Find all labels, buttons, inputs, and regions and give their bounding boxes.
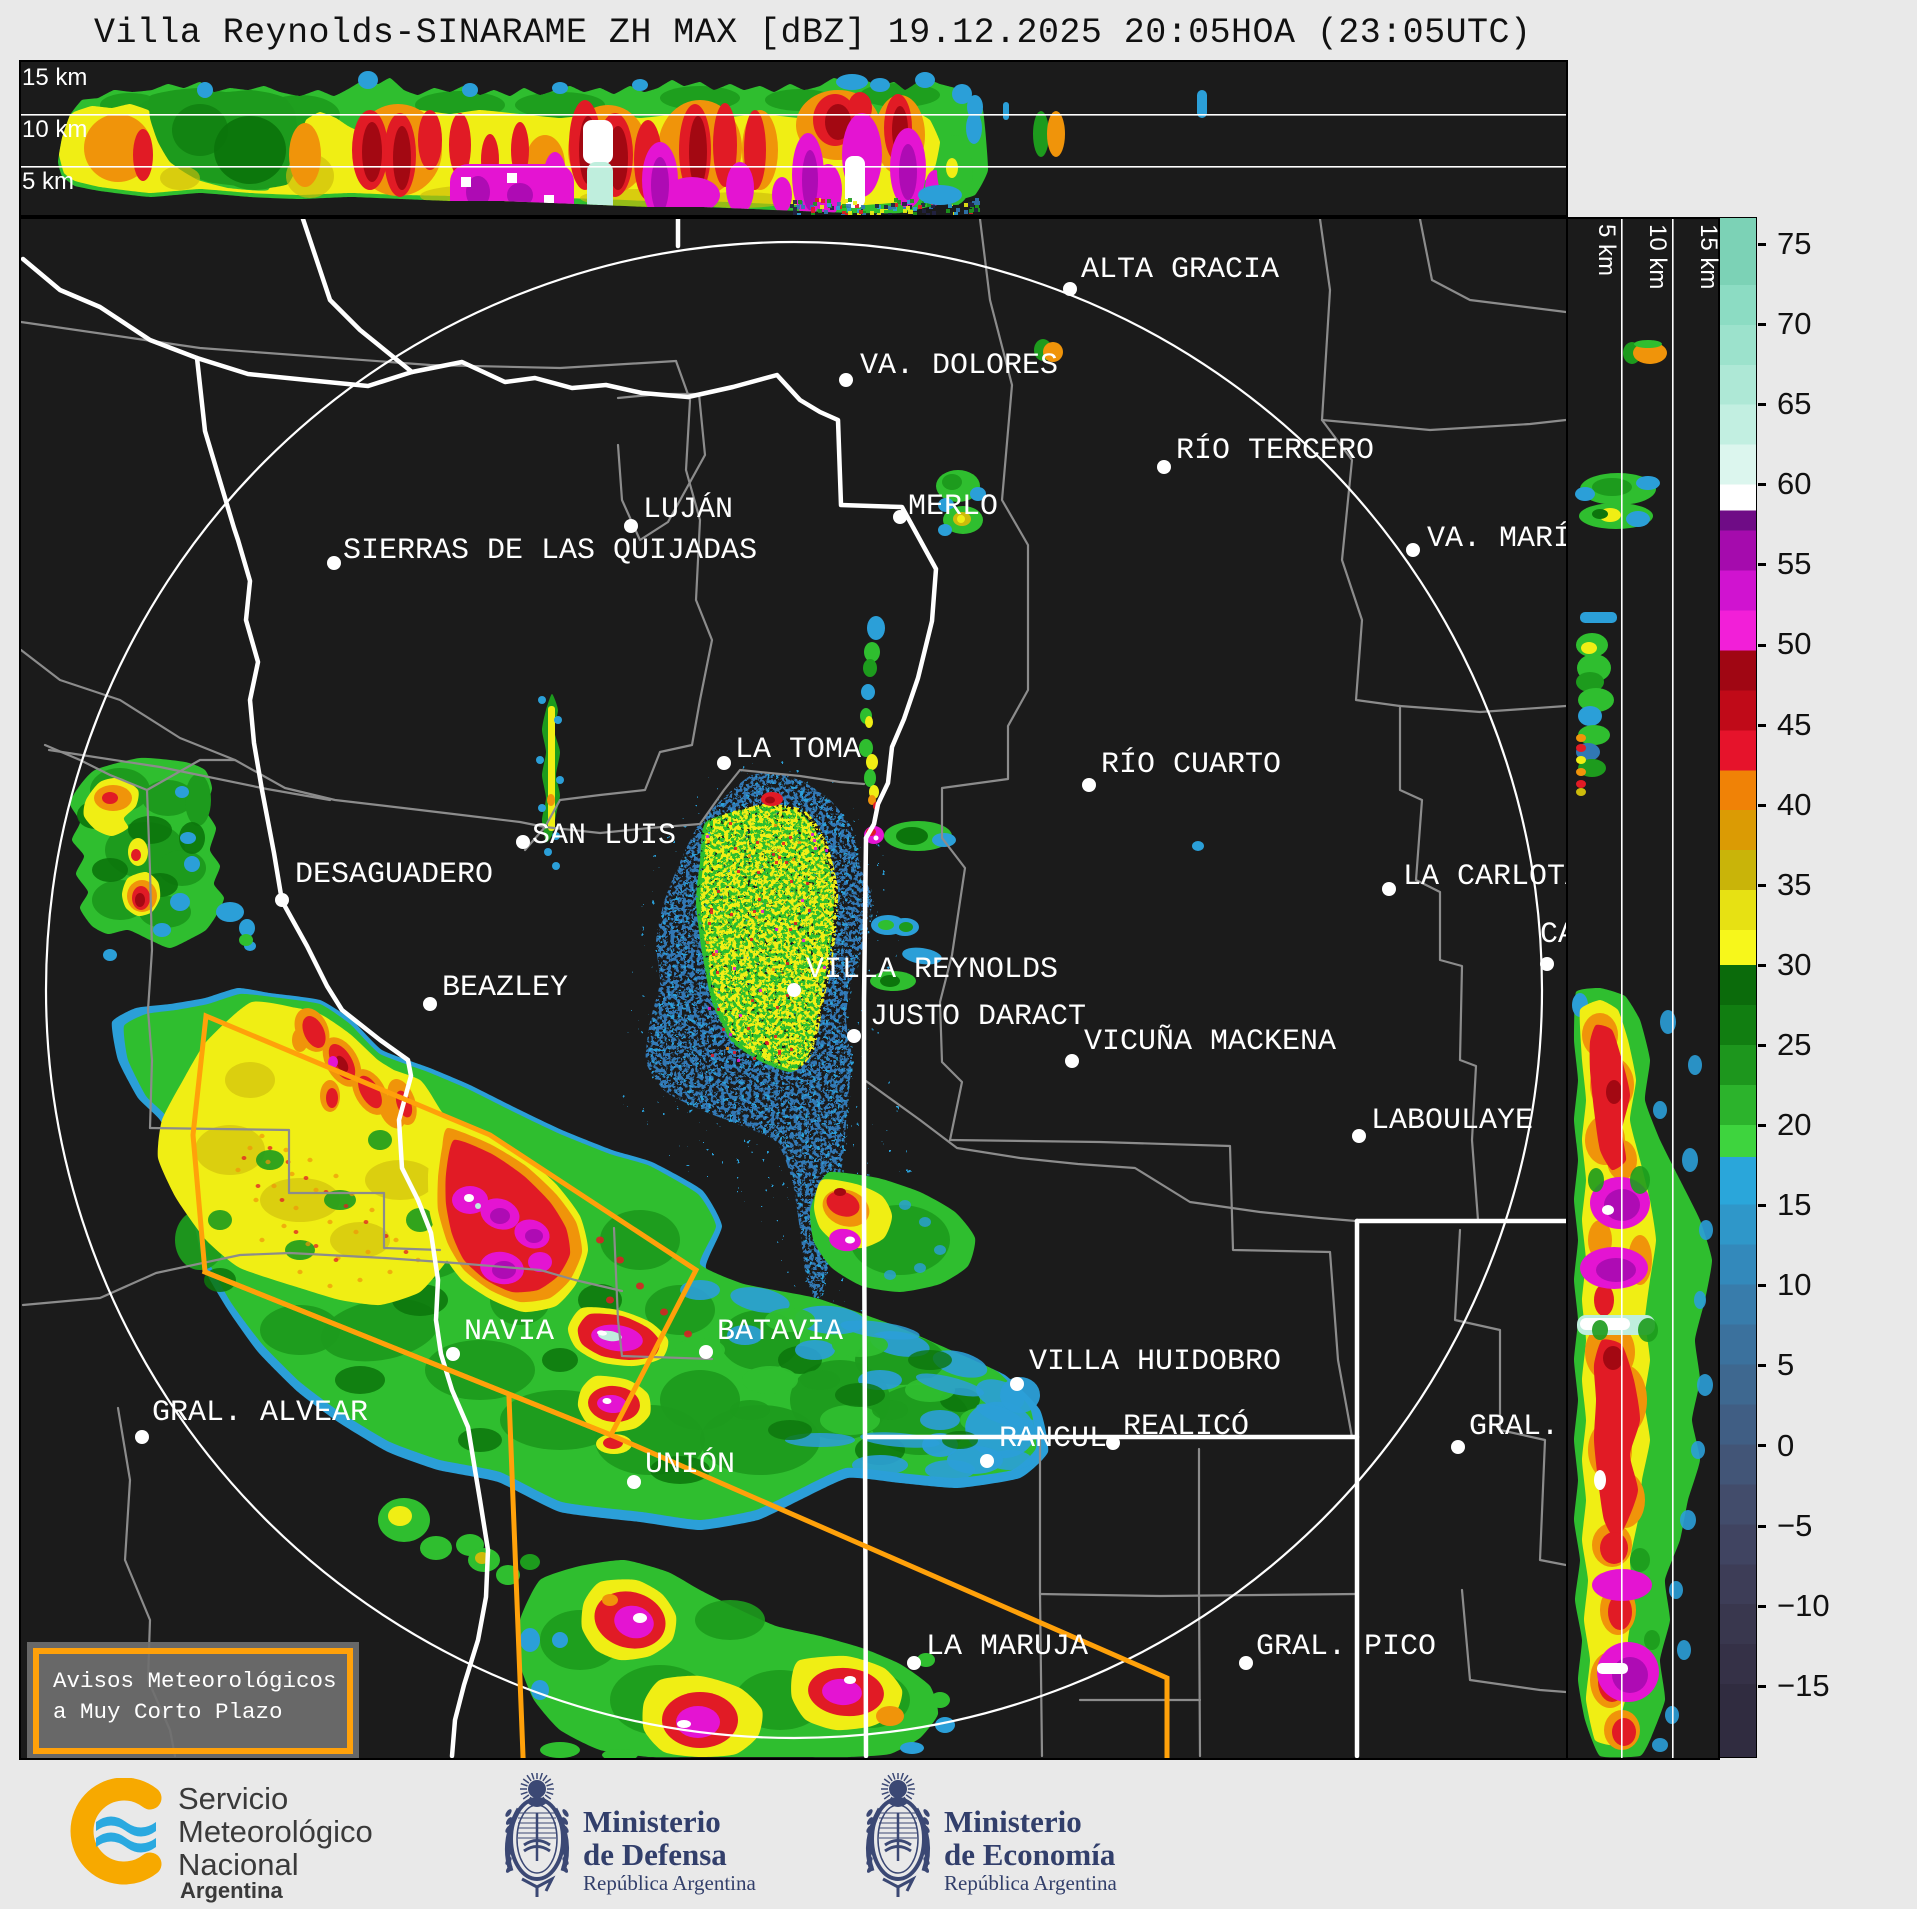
svg-text:VA. DOLORES: VA. DOLORES	[860, 349, 1058, 383]
svg-text:RANCUL: RANCUL	[999, 1422, 1107, 1456]
svg-text:GRAL.: GRAL.	[1469, 1410, 1559, 1444]
svg-text:a Muy Corto Plazo: a Muy Corto Plazo	[53, 1699, 283, 1725]
svg-text:JUSTO DARACT: JUSTO DARACT	[870, 1000, 1086, 1034]
svg-text:ALTA GRACIA: ALTA GRACIA	[1081, 253, 1279, 287]
svg-text:LUJÁN: LUJÁN	[643, 492, 733, 527]
svg-text:RÍO CUARTO: RÍO CUARTO	[1101, 747, 1281, 782]
svg-text:VA. MARÍ: VA. MARÍ	[1427, 521, 1566, 556]
svg-text:SIERRAS DE LAS QUIJADAS: SIERRAS DE LAS QUIJADAS	[343, 534, 757, 568]
svg-text:LABOULAYE: LABOULAYE	[1371, 1104, 1533, 1138]
svg-text:NAVIA: NAVIA	[464, 1315, 554, 1349]
svg-text:CAN: CAN	[1540, 918, 1566, 952]
svg-text:MERLO: MERLO	[908, 490, 998, 524]
svg-text:VILLA HUIDOBRO: VILLA HUIDOBRO	[1029, 1345, 1281, 1379]
svg-text:LA TOMA: LA TOMA	[735, 733, 861, 767]
svg-text:UNIÓN: UNIÓN	[645, 1447, 735, 1482]
svg-text:LA CARLOTA: LA CARLOTA	[1403, 860, 1566, 894]
svg-text:RÍO TERCERO: RÍO TERCERO	[1176, 433, 1374, 468]
svg-text:LA MARUJA: LA MARUJA	[926, 1630, 1088, 1664]
svg-text:DESAGUADERO: DESAGUADERO	[295, 858, 493, 892]
svg-text:BATAVIA: BATAVIA	[717, 1315, 843, 1349]
svg-text:VICUÑA MACKENA: VICUÑA MACKENA	[1084, 1024, 1336, 1059]
svg-text:REALICÓ: REALICÓ	[1123, 1409, 1249, 1444]
svg-text:GRAL. PICO: GRAL. PICO	[1256, 1630, 1436, 1664]
svg-text:SAN LUIS: SAN LUIS	[532, 819, 676, 853]
svg-text:Avisos Meteorológicos: Avisos Meteorológicos	[53, 1668, 337, 1694]
svg-text:BEAZLEY: BEAZLEY	[442, 971, 568, 1005]
svg-text:VILLA REYNOLDS: VILLA REYNOLDS	[806, 953, 1058, 987]
svg-text:GRAL. ALVEAR: GRAL. ALVEAR	[152, 1396, 368, 1430]
